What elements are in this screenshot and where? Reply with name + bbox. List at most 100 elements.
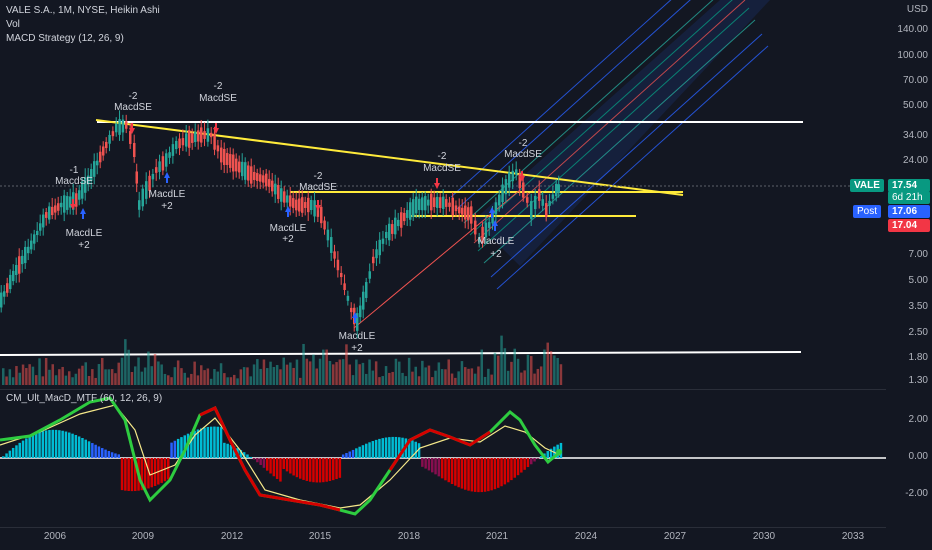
volume-bar	[41, 376, 45, 385]
histogram-bar	[546, 451, 549, 458]
volume-bar	[457, 371, 460, 385]
histogram-bar	[500, 458, 503, 487]
candle-body	[111, 131, 115, 137]
histogram-bar	[233, 446, 236, 458]
price-tick-label: 1.80	[908, 352, 928, 363]
candle-body	[84, 177, 87, 193]
volume-bar	[97, 364, 101, 385]
candle-body	[340, 272, 343, 278]
pane-separator[interactable]	[0, 389, 886, 390]
candle-body	[51, 206, 54, 216]
histogram-bar	[256, 458, 259, 463]
candle-body	[229, 154, 232, 168]
histogram-bar	[398, 437, 401, 458]
candle-body	[102, 146, 105, 156]
histogram-bar	[279, 458, 282, 482]
candle-body	[415, 196, 418, 214]
candle-body	[45, 212, 48, 218]
volume-bar	[84, 362, 87, 385]
volume-bar	[533, 373, 536, 385]
histogram-bar	[130, 458, 134, 492]
histogram-bar	[266, 458, 269, 471]
histogram-bar	[101, 448, 104, 458]
histogram-bar	[124, 458, 127, 491]
histogram-bar	[513, 458, 516, 478]
histogram-bar	[473, 458, 477, 492]
volume-bar	[226, 377, 229, 385]
histogram-bar	[322, 458, 325, 483]
histogram-bar	[31, 434, 35, 458]
volume-bar	[183, 372, 186, 385]
candle-body	[185, 133, 188, 147]
legend-volume[interactable]: Vol	[6, 19, 20, 30]
candle-body	[133, 143, 136, 157]
volume-bar	[216, 371, 219, 385]
histogram-bar	[341, 454, 345, 458]
volume-bar	[454, 377, 457, 385]
candle-body	[210, 132, 213, 138]
price-tick-label: 140.00	[897, 24, 928, 35]
volume-bar	[282, 357, 285, 385]
candle-body	[9, 274, 12, 290]
volume-bar	[110, 369, 114, 385]
candle-body	[105, 141, 108, 149]
histogram-bar	[246, 454, 249, 458]
histogram-bar	[421, 458, 424, 467]
volume-bar	[127, 349, 130, 385]
legend-strategy[interactable]: MACD Strategy (12, 26, 9)	[6, 33, 124, 44]
volume-bar	[124, 339, 127, 385]
volume-bar	[503, 348, 507, 385]
histogram-bar	[520, 458, 523, 473]
histogram-bar	[302, 458, 305, 480]
candle-body	[320, 206, 323, 224]
candle-body	[238, 161, 241, 173]
volume-bar	[358, 364, 361, 385]
volume-bar	[35, 375, 38, 385]
volume-bar	[546, 342, 549, 385]
candle-body	[388, 223, 391, 241]
volume-bar	[28, 364, 31, 385]
histogram-bar	[2, 456, 5, 458]
candle-body	[69, 196, 72, 208]
volume-bar	[361, 362, 365, 385]
histogram-bar	[269, 458, 272, 474]
candle-body	[295, 199, 298, 211]
candle-body	[42, 214, 45, 228]
volume-bar	[483, 376, 487, 385]
channel-line	[477, 7, 750, 252]
histogram-bar	[411, 440, 414, 458]
histogram-bar	[444, 458, 447, 481]
channel-line	[490, 33, 763, 278]
legend-indicator[interactable]: CM_Ult_MacD_MTF (60, 12, 26, 9)	[6, 393, 163, 404]
histogram-bar	[170, 442, 173, 458]
signal-annotation: +2	[351, 343, 363, 354]
volume-bar	[143, 367, 147, 385]
histogram-bar	[216, 426, 219, 458]
histogram-bar	[378, 438, 381, 458]
candle-body	[397, 219, 400, 227]
candle-body	[200, 127, 203, 143]
year-tick-label: 2030	[752, 531, 776, 542]
candle-body	[253, 171, 256, 181]
volume-bar	[176, 360, 180, 385]
volume-bar	[500, 335, 503, 385]
volume-bar	[513, 348, 516, 385]
price-tick-label: 24.00	[902, 155, 928, 166]
volume-bar	[150, 366, 153, 385]
volume-bar	[302, 343, 305, 385]
histogram-bar	[87, 441, 91, 458]
volume-bar	[338, 359, 342, 385]
volume-bar	[477, 366, 480, 385]
candle-body	[235, 158, 238, 172]
histogram-bar	[77, 436, 81, 458]
volume-bar	[239, 369, 243, 385]
signal-annotation: MacdLE	[65, 228, 103, 239]
histogram-bar	[391, 436, 394, 458]
volume-bar	[256, 359, 259, 385]
candle-body	[21, 255, 24, 265]
legend-main-title[interactable]: VALE S.A., 1M, NYSE, Heikin Ashi	[6, 5, 160, 16]
candle-body	[223, 149, 226, 165]
volume-bar	[381, 376, 384, 385]
candle-body	[467, 207, 470, 221]
